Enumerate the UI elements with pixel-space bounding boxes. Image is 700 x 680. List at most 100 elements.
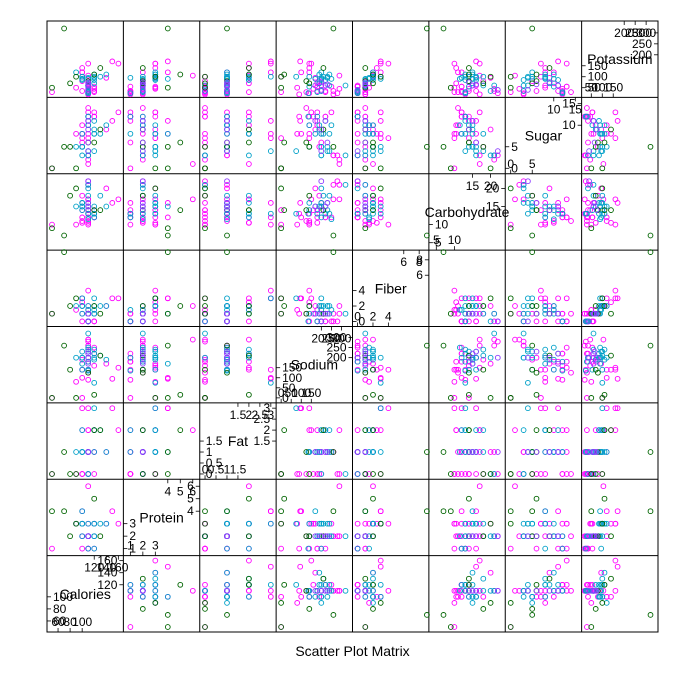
data-point: [559, 207, 566, 213]
data-point: [538, 405, 544, 412]
data-point: [466, 113, 472, 120]
data-point: [127, 593, 134, 600]
data-point: [377, 593, 384, 600]
data-point: [366, 520, 372, 527]
data-point: [267, 587, 274, 594]
data-point: [85, 318, 92, 325]
data-point: [324, 449, 331, 455]
data-point: [507, 471, 514, 477]
data-point: [362, 207, 369, 213]
data-point: [612, 295, 619, 302]
data-point: [267, 118, 274, 124]
data-point: [608, 533, 614, 540]
data-point: [476, 533, 483, 540]
data-point: [559, 367, 566, 374]
data-point: [306, 135, 313, 141]
diag-tick-label: 5: [435, 236, 442, 250]
diag-tick-label: 120: [84, 561, 104, 575]
data-point: [473, 303, 479, 309]
data-point: [599, 600, 606, 606]
data-point: [555, 581, 561, 588]
data-point: [312, 508, 319, 515]
data-point: [370, 210, 376, 217]
data-point: [599, 593, 606, 600]
data-point: [85, 81, 92, 88]
data-point: [103, 126, 110, 133]
data-point: [278, 207, 284, 213]
data-point: [370, 130, 376, 137]
data-point: [587, 207, 594, 213]
data-point: [224, 196, 230, 203]
data-point: [354, 139, 361, 146]
data-point: [224, 89, 230, 95]
data-point: [377, 207, 384, 213]
data-point: [451, 520, 458, 527]
data-point: [202, 600, 208, 606]
data-point: [85, 338, 92, 345]
data-point: [224, 342, 230, 349]
diag-tick-label: 15: [486, 200, 500, 214]
data-point: [525, 354, 531, 361]
data-point: [139, 207, 146, 213]
diag-tick-label: 10: [448, 233, 462, 247]
data-point: [555, 82, 561, 89]
data-point: [612, 405, 619, 412]
data-point: [224, 218, 230, 224]
data-point: [458, 354, 465, 361]
data-point: [85, 200, 92, 206]
data-point: [466, 593, 472, 600]
data-point: [312, 82, 319, 89]
data-point: [139, 143, 146, 150]
data-point: [469, 143, 476, 150]
data-point: [354, 545, 361, 552]
data-point: [473, 405, 479, 412]
data-point: [79, 295, 86, 302]
data-point: [385, 221, 392, 228]
data-point: [476, 91, 483, 98]
data-point: [455, 105, 461, 111]
data-point: [542, 374, 549, 381]
data-point: [318, 126, 325, 133]
data-point: [608, 427, 614, 433]
data-point: [164, 58, 171, 65]
data-point: [224, 200, 230, 206]
data-point: [533, 354, 540, 361]
data-point: [354, 87, 361, 93]
data-point: [458, 508, 465, 515]
data-point: [79, 405, 86, 412]
data-point: [308, 520, 315, 527]
data-point: [476, 303, 483, 309]
data-point: [336, 471, 343, 477]
data-point: [224, 350, 230, 357]
data-point: [354, 350, 361, 357]
data-point: [542, 200, 549, 206]
data-point: [139, 575, 146, 582]
data-point: [224, 25, 230, 32]
data-point: [202, 587, 208, 594]
data-point: [85, 369, 92, 376]
data-point: [533, 71, 540, 78]
diag-tick-label: 0: [354, 310, 361, 324]
data-point: [79, 449, 86, 455]
data-point: [491, 471, 498, 477]
data-point: [473, 143, 479, 150]
diag-tick-label: 60: [53, 614, 67, 628]
data-point: [458, 587, 465, 594]
diag-tick-label: 0.5: [206, 456, 223, 470]
data-point: [563, 427, 570, 433]
data-point: [542, 533, 549, 540]
data-point: [224, 344, 230, 351]
data-point: [550, 216, 557, 223]
data-point: [278, 295, 284, 302]
data-point: [487, 126, 494, 133]
data-point: [164, 405, 171, 412]
data-point: [139, 338, 146, 345]
data-point: [354, 593, 361, 600]
data-point: [487, 303, 494, 309]
diag-tick-label: 80: [53, 602, 67, 616]
data-point: [152, 379, 159, 386]
diag-tick-label: 150: [588, 59, 608, 73]
data-point: [79, 143, 86, 150]
data-point: [73, 165, 79, 172]
data-point: [322, 427, 329, 433]
